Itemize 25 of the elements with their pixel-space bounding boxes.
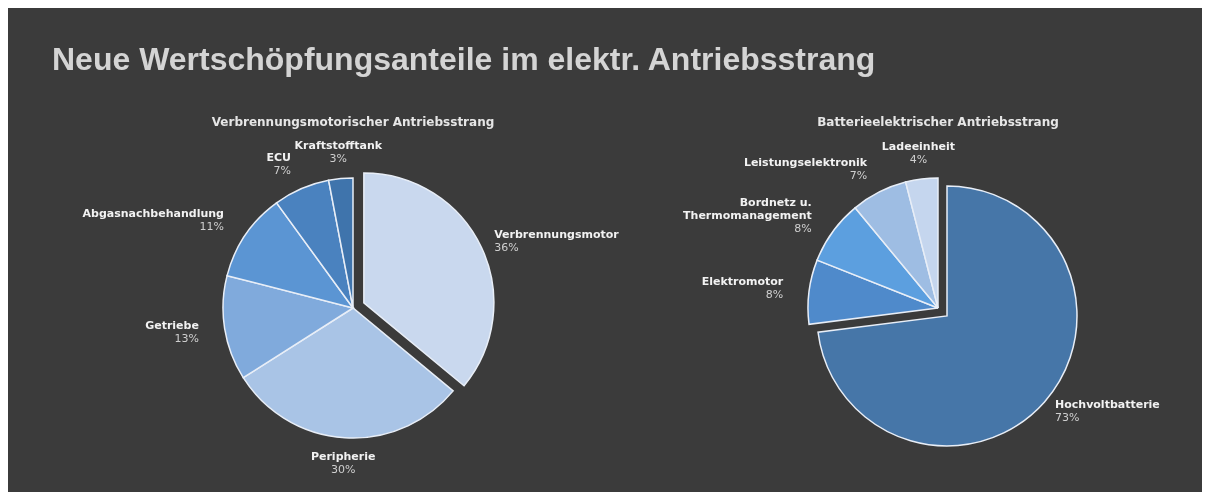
data-label: 11% [199, 219, 224, 233]
data-label: 30% [330, 463, 356, 477]
chart-title: Neue Wertschöpfungsanteile im elektr. Antriebsstrang [52, 41, 876, 77]
slice-label: Kraftstofftank [294, 139, 383, 153]
data-label: 7% [273, 164, 292, 178]
chart-subtitle: Verbrennungsmotorischer Antriebsstrang [211, 115, 495, 129]
slice-label: Leistungselektronik [743, 155, 868, 169]
slice-label: Ladeeinheit [881, 139, 956, 153]
data-label: 8% [794, 222, 812, 236]
data-label: 4% [909, 152, 928, 166]
slice-label: Bordnetz u. Thermomanagement [683, 196, 812, 223]
data-label: 36% [494, 241, 519, 255]
slice-label: Peripherie [310, 450, 376, 464]
slice-label: Elektromotor [701, 274, 784, 288]
data-label: 3% [329, 152, 348, 166]
slice-label: Verbrennungsmotor [494, 228, 620, 242]
chart-title: Batterieelektrischer Antriebsstrang [817, 115, 1059, 129]
data-label: 13% [174, 331, 199, 345]
slice-label: ECU [266, 151, 292, 165]
slice-label: Abgasnachbehandlung [82, 206, 224, 220]
slice-label: Hochvoltbatterie [1055, 397, 1160, 411]
data-label: 73% [1055, 410, 1080, 424]
slice-label: Getriebe [145, 318, 199, 332]
data-label: 8% [765, 287, 784, 301]
data-label: 7% [849, 168, 868, 182]
